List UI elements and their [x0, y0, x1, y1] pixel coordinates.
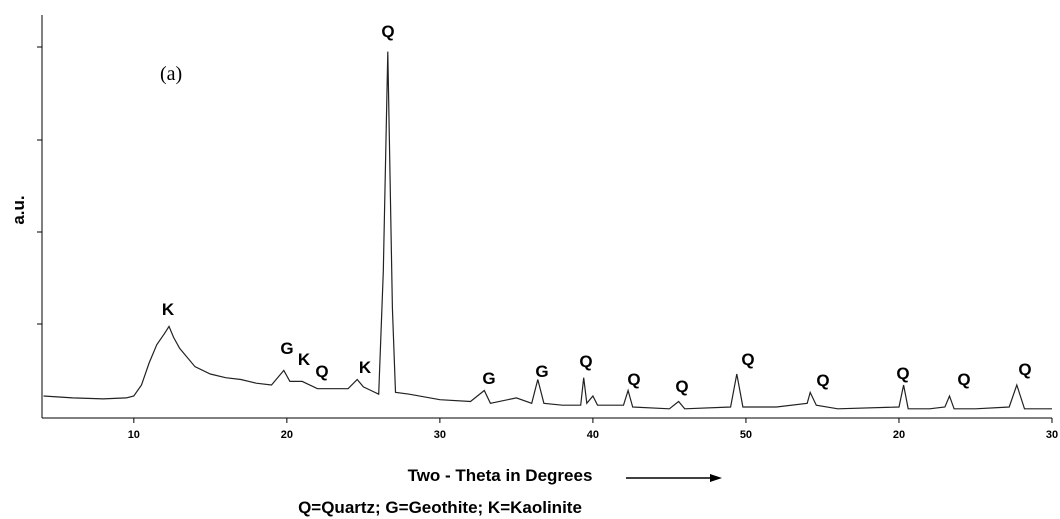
peak-label: Q [896, 364, 909, 383]
peak-label: G [535, 362, 548, 381]
peak-label: Q [741, 350, 754, 369]
peak-label: G [482, 369, 495, 388]
y-axis-ticks [37, 46, 42, 325]
peak-label: G [280, 339, 293, 358]
peak-label: Q [627, 370, 640, 389]
x-tick-label: 20 [281, 429, 293, 441]
x-tick-label: 50 [740, 429, 752, 441]
legend-note: Q=Quartz; G=Geothite; K=Kaolinite [298, 498, 582, 517]
peak-label: Q [957, 370, 970, 389]
x-tick-label: 20 [893, 429, 905, 441]
peak-label: Q [816, 371, 829, 390]
x-tick-label: 10 [128, 429, 140, 441]
peak-label: K [162, 300, 175, 319]
x-tick-label: 30 [434, 429, 446, 441]
peak-label: Q [315, 362, 328, 381]
peak-label: Q [675, 377, 688, 396]
peak-label: K [298, 350, 311, 369]
peak-label: Q [1018, 360, 1031, 379]
peak-label: Q [579, 352, 592, 371]
x-axis-label: Two - Theta in Degrees [408, 466, 593, 485]
xrd-pattern [43, 51, 1052, 410]
arrow-head [710, 474, 722, 482]
peak-label: Q [381, 22, 394, 41]
peak-label: K [359, 358, 372, 377]
y-axis-label: a.u. [9, 195, 28, 224]
chart-title: (a) [160, 63, 182, 85]
x-tick-label: 40 [587, 429, 599, 441]
x-tick-label: 30 [1046, 429, 1058, 441]
